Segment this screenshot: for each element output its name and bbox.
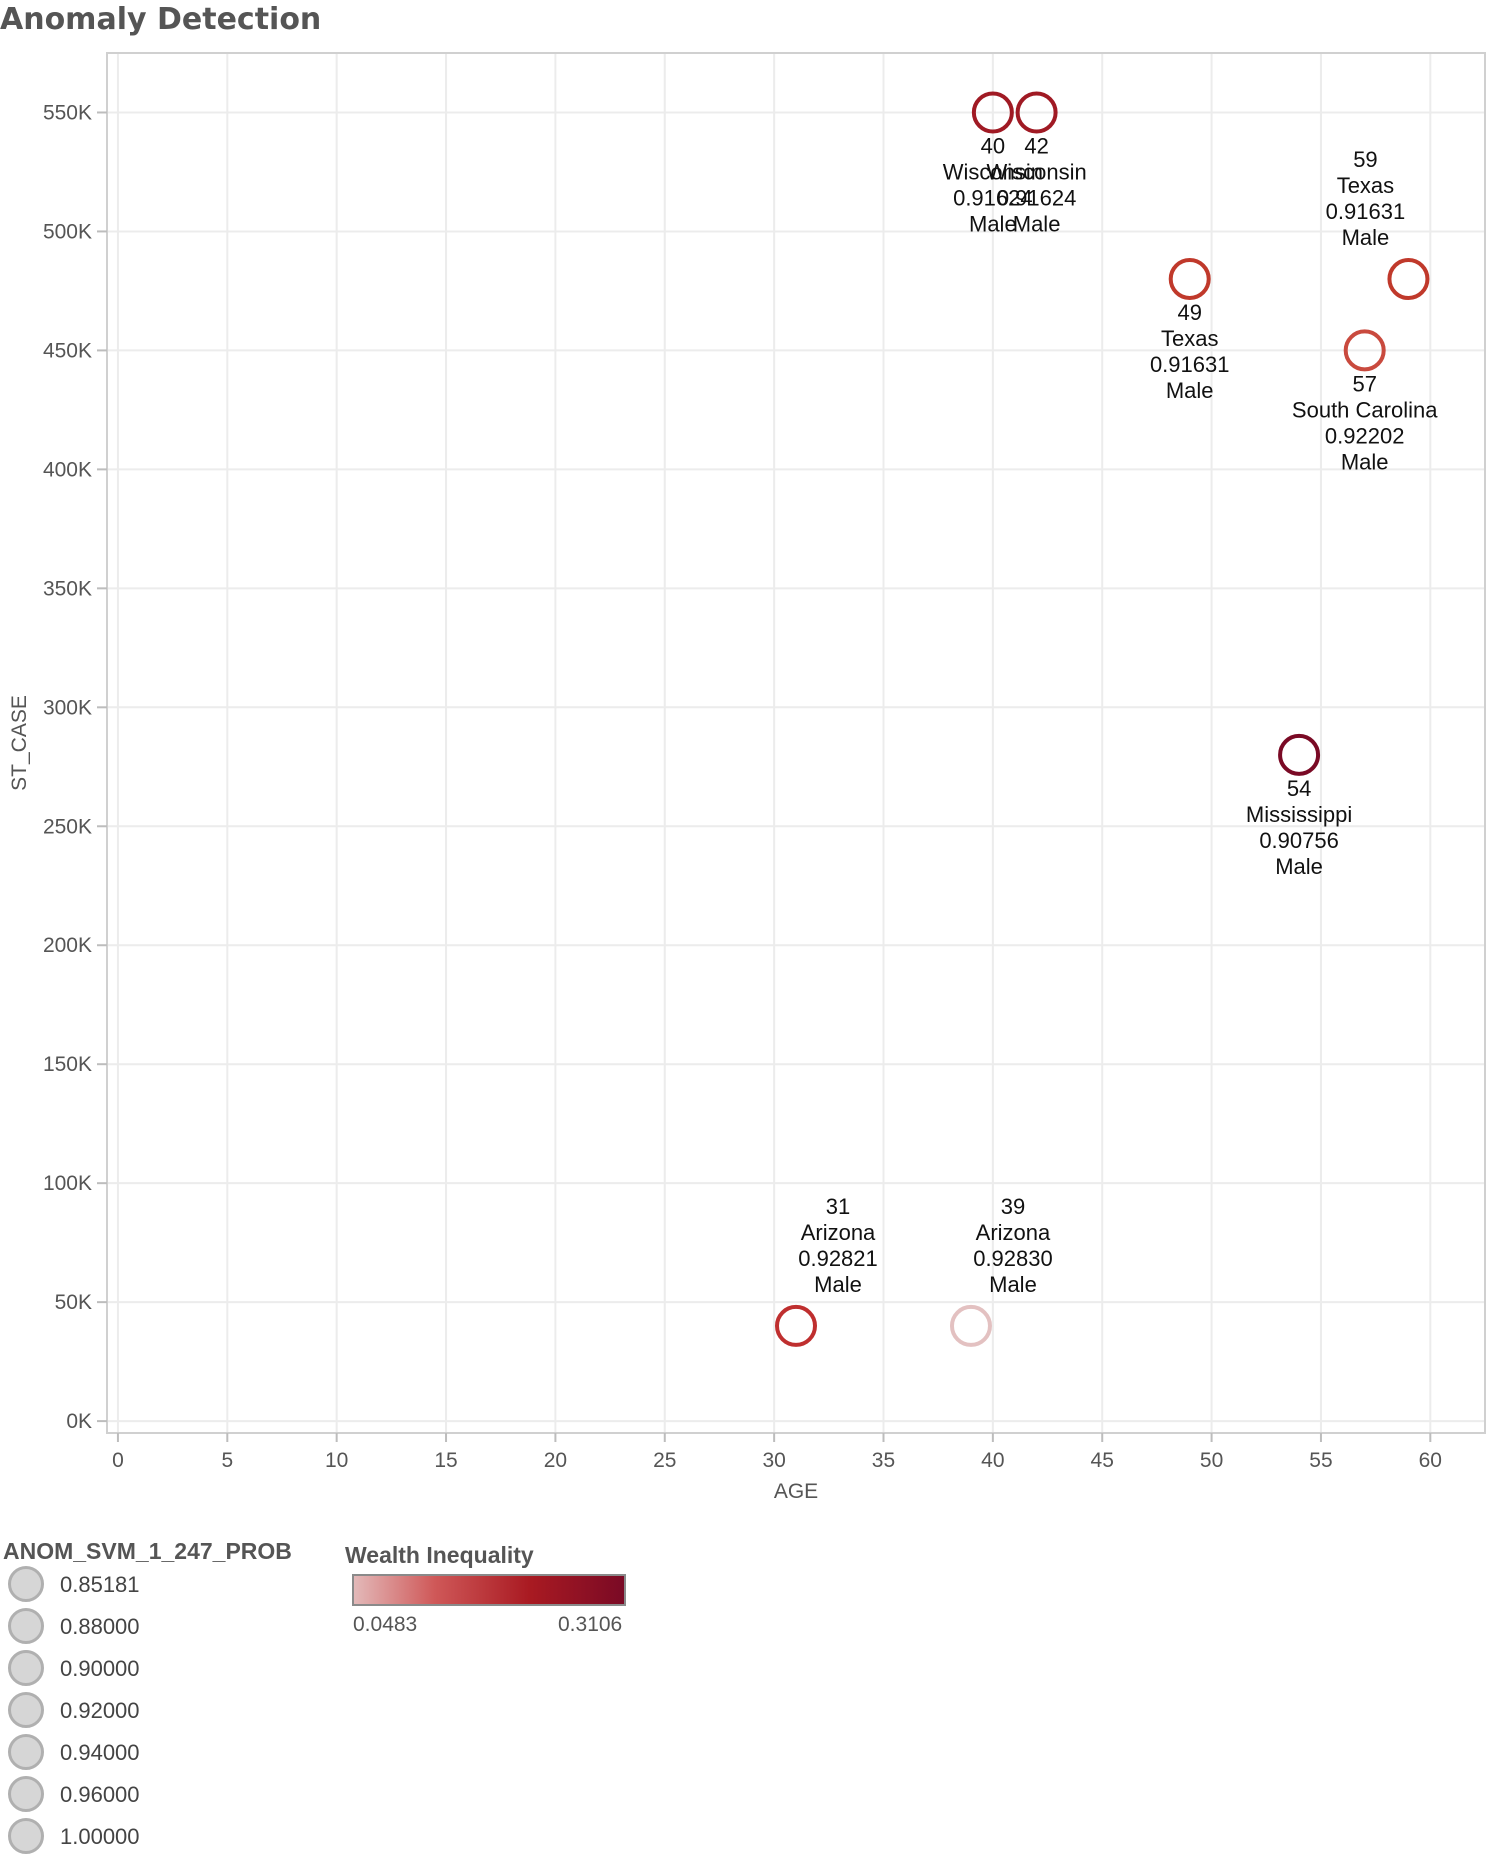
data-point-marker [1168, 258, 1211, 301]
size-legend-label: 0.85181 [60, 1572, 140, 1597]
x-tick-label: 30 [762, 1449, 785, 1472]
size-legend-item: 0.90000 [8, 1650, 308, 1690]
data-point-label: 39 [1001, 1194, 1025, 1219]
data-point-label: 0.92821 [798, 1246, 878, 1271]
data-point-marker [1343, 329, 1386, 372]
x-tick-label: 10 [325, 1449, 348, 1472]
x-tick-label: 45 [1091, 1449, 1114, 1472]
size-legend-label: 0.92000 [60, 1698, 140, 1723]
color-legend-min: 0.0483 [353, 1613, 418, 1636]
x-tick-label: 55 [1309, 1449, 1332, 1472]
data-point-label: 54 [1287, 776, 1311, 801]
x-tick-label: 50 [1200, 1449, 1223, 1472]
size-legend-label: 0.96000 [60, 1782, 140, 1807]
x-axis-label: AGE [774, 1480, 818, 1503]
data-points: 40Wisconsin0.91624Male42Wisconsin0.91624… [775, 91, 1438, 1347]
y-tick-label: 450K [43, 339, 92, 362]
data-point-label: Male [969, 211, 1017, 236]
data-point-marker [949, 1304, 992, 1347]
x-tick-label: 40 [981, 1449, 1004, 1472]
y-axis-label: ST_CASE [8, 695, 31, 791]
data-point-label: 0.91631 [1150, 352, 1230, 377]
color-legend-title: Wealth Inequality [345, 1542, 534, 1568]
x-tick-label: 15 [434, 1449, 457, 1472]
data-point-label: Male [1166, 378, 1214, 403]
size-legend-item: 0.92000 [8, 1692, 308, 1732]
data-point-marker [971, 91, 1014, 134]
size-legend-circle-icon [8, 1734, 44, 1770]
y-tick-label: 150K [43, 1053, 92, 1076]
size-legend-circle-icon [8, 1650, 44, 1686]
data-point-label: 0.91624 [997, 185, 1077, 210]
data-point-label: Male [814, 1272, 862, 1297]
data-point-label: Arizona [976, 1220, 1051, 1245]
data-point-label: 31 [826, 1194, 850, 1219]
data-point-label: Mississippi [1246, 802, 1352, 827]
grid-lines [107, 53, 1485, 1433]
size-legend-circle-icon [8, 1608, 44, 1644]
data-point-label: 42 [1024, 133, 1048, 158]
data-point-marker [775, 1304, 817, 1347]
data-point-label: Male [1341, 449, 1389, 474]
data-point-label: 59 [1353, 147, 1377, 172]
size-legend-label: 0.88000 [60, 1614, 140, 1639]
y-tick-label: 400K [43, 458, 92, 481]
plot-area [106, 52, 1486, 1434]
size-legend-circle-icon [8, 1776, 44, 1812]
data-point-label: 49 [1177, 300, 1201, 325]
y-tick-label: 200K [43, 934, 92, 957]
size-legend-circle-icon [8, 1818, 44, 1854]
axes: 0 5 10 15 20 25 30 35 40 45 50 55 60 0K 50K 100K 150K 200… [43, 101, 1442, 1472]
data-point-label: Arizona [801, 1220, 876, 1245]
data-point-label: 0.92202 [1325, 423, 1405, 448]
size-legend-circle-icon [8, 1692, 44, 1728]
size-legend-item: 0.85181 [8, 1566, 308, 1606]
data-point-label: 0.90756 [1259, 828, 1339, 853]
x-tick-label: 35 [872, 1449, 895, 1472]
data-point-label: Texas [1337, 173, 1394, 198]
data-point-label: Wisconsin [943, 159, 1043, 184]
y-tick-label: 550K [43, 101, 92, 124]
y-tick-label: 300K [43, 696, 92, 719]
y-tick-label: 250K [43, 815, 92, 838]
y-tick-label: 500K [43, 220, 92, 243]
size-legend-label: 0.94000 [60, 1740, 140, 1765]
size-legend-title: ANOM_SVM_1_247_PROB [3, 1538, 292, 1564]
data-point-marker [1387, 258, 1430, 301]
size-legend-label: 0.90000 [60, 1656, 140, 1681]
data-point-label: 57 [1352, 371, 1376, 396]
y-tick-label: 0K [66, 1410, 92, 1433]
data-point-marker [1278, 733, 1321, 776]
x-tick-label: 25 [653, 1449, 676, 1472]
x-tick-label: 0 [112, 1449, 124, 1472]
size-legend-circle-icon [8, 1566, 44, 1602]
size-legend-item: 0.96000 [8, 1776, 308, 1816]
data-point-label: 0.91631 [1326, 199, 1406, 224]
data-point-label: Texas [1161, 326, 1218, 351]
data-point-label: Wisconsin [986, 159, 1086, 184]
data-point-label: South Carolina [1292, 397, 1438, 422]
x-tick-label: 20 [544, 1449, 567, 1472]
size-legend-item: 0.94000 [8, 1734, 308, 1774]
y-tick-label: 350K [43, 577, 92, 600]
x-tick-label: 5 [221, 1449, 233, 1472]
size-legend-item: 1.00000 [8, 1818, 308, 1858]
data-point-label: Male [1342, 225, 1390, 250]
y-tick-label: 100K [43, 1172, 92, 1195]
data-point-label: 0.91624 [953, 185, 1033, 210]
data-point-label: Male [1013, 211, 1061, 236]
data-point-label: 0.92830 [973, 1246, 1053, 1271]
color-ramp [352, 1574, 626, 1606]
data-point-label: Male [1275, 854, 1323, 879]
x-tick-label: 60 [1419, 1449, 1442, 1472]
scatter-plot: 0 5 10 15 20 25 30 35 40 45 50 55 60 0K 50K 100K 150K 200… [8, 52, 1486, 1503]
y-tick-label: 50K [55, 1291, 92, 1314]
data-point-marker [1015, 91, 1058, 134]
data-point-label: 40 [981, 133, 1005, 158]
color-legend-max: 0.3106 [558, 1613, 623, 1636]
size-legend-label: 1.00000 [60, 1824, 140, 1849]
data-point-label: Male [989, 1272, 1037, 1297]
chart-title: Anomaly Detection [0, 2, 322, 37]
size-legend-item: 0.88000 [8, 1608, 308, 1648]
